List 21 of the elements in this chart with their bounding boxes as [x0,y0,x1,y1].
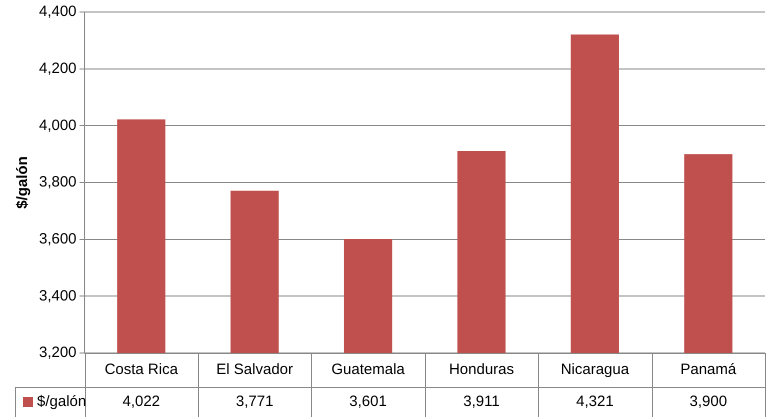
y-tick-label: 3,800 [38,174,77,191]
y-tick-label: 3,200 [38,344,77,362]
data-label: 3,771 [236,393,274,410]
y-tick-label: 4,200 [38,60,77,77]
data-label: 3,911 [463,393,500,410]
data-label: 3,900 [690,393,728,410]
data-label: 4,321 [576,393,614,410]
y-tick-label: 4,000 [38,116,77,134]
legend-label: $/galón [37,393,86,410]
y-tick-label: 3,400 [38,287,77,304]
y-tick-label: 3,600 [38,230,77,248]
x-tick-label: Panamá [680,361,737,378]
data-label: 4,022 [122,393,160,410]
data-label: 3,601 [349,393,387,410]
y-axis-title: $/galón [14,156,32,209]
x-tick-label: Nicaragua [560,361,630,378]
x-tick-label: Honduras [448,361,514,378]
x-tick-label: Costa Rica [104,361,179,378]
x-tick-label: El Salvador [216,361,294,378]
x-tick-label: Guatemala [331,361,406,378]
y-tick-label: 4,400 [38,3,77,20]
